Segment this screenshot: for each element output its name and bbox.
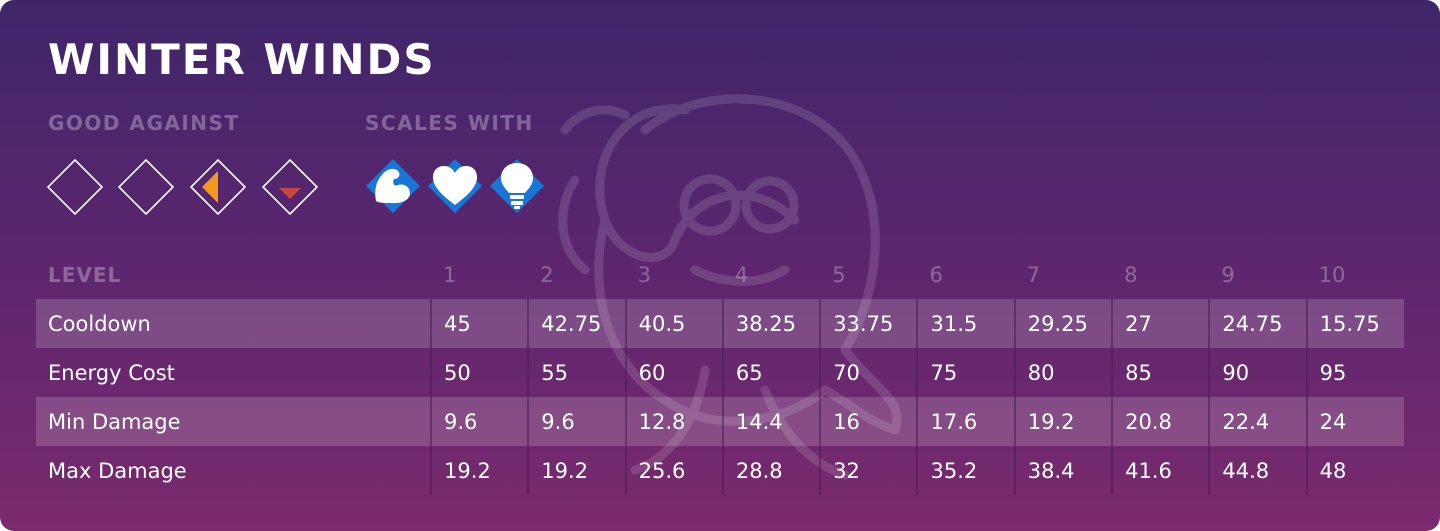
stat-name: Energy Cost: [48, 360, 175, 385]
stat-name: Min Damage: [36, 397, 431, 446]
stat-value: 42.75: [527, 299, 626, 348]
level-number: 10: [1318, 262, 1346, 287]
stat-value: 38.4: [1013, 446, 1113, 495]
stat-value: 44.8: [1208, 446, 1307, 495]
stat-value: 16: [819, 397, 918, 446]
stat-value: 9.6: [429, 397, 529, 446]
stat-value: 55: [527, 348, 626, 397]
stat-value: 27: [1111, 299, 1210, 348]
stat-value: 35.2: [916, 446, 1015, 495]
stat-value: 90: [1208, 348, 1307, 397]
scales-with-label: SCALES WITH: [365, 111, 534, 135]
stat-value: 29.25: [1013, 299, 1113, 348]
level-number: 3: [637, 262, 651, 287]
stat-value: 33.75: [819, 299, 918, 348]
stat-value: 48: [1305, 446, 1404, 495]
stat-value: 24: [1305, 397, 1404, 446]
level-number: 6: [929, 262, 943, 287]
stat-value: 41.6: [1111, 446, 1210, 495]
level-header-label: LEVEL: [48, 262, 122, 287]
empty-diamond-icon: [47, 159, 103, 215]
stat-value: 14.4: [721, 397, 821, 446]
red-corner-diamond-icon: [262, 159, 318, 215]
stat-value: 20.8: [1111, 397, 1210, 446]
level-number: 4: [734, 262, 749, 287]
stat-value: 19.2: [527, 446, 626, 495]
stat-value: 80: [1013, 348, 1113, 397]
table-row-cooldown: Cooldown 45 42.75 40.5 38.25 33.75 31.5 …: [36, 299, 1404, 348]
vitality-heart-icon: [428, 159, 482, 213]
level-number: 5: [832, 262, 846, 287]
stat-value: 25.6: [624, 446, 723, 495]
stat-value: 19.2: [429, 446, 529, 495]
table-row-min-damage: Min Damage 9.6 9.6 12.8 14.4 16 17.6 19.…: [36, 397, 1404, 446]
orange-half-diamond-icon: [190, 159, 246, 215]
level-number: 2: [540, 262, 554, 287]
ability-title: WINTER WINDS: [48, 35, 436, 84]
level-number: 9: [1221, 262, 1235, 287]
table-row-energy-cost: Energy Cost 50 55 60 65 70 75 80 85 90 9…: [36, 348, 1404, 397]
stat-value: 45: [429, 299, 529, 348]
stat-value: 22.4: [1208, 397, 1307, 446]
stat-value: 50: [429, 348, 529, 397]
strength-bicep-icon: [366, 159, 420, 213]
stat-value: 19.2: [1013, 397, 1113, 446]
stat-value: 17.6: [916, 397, 1015, 446]
stat-value: 9.6: [527, 397, 626, 446]
stat-value: 85: [1111, 348, 1210, 397]
stat-value: 12.8: [624, 397, 723, 446]
table-row-max-damage: Max Damage 19.2 19.2 25.6 28.8 32 35.2 3…: [36, 446, 1404, 495]
stat-value: 24.75: [1208, 299, 1307, 348]
stat-value: 15.75: [1305, 299, 1404, 348]
stat-value: 60: [624, 348, 723, 397]
level-number: 1: [443, 262, 457, 287]
table-header-row: LEVEL 1 2 3 4 5 6 7 8 9 10: [36, 250, 1404, 299]
stat-value: 40.5: [624, 299, 723, 348]
stat-value: 65: [721, 348, 821, 397]
level-number: 8: [1124, 262, 1138, 287]
stat-value: 31.5: [916, 299, 1015, 348]
level-number: 7: [1026, 262, 1041, 287]
stat-value: 38.25: [721, 299, 821, 348]
stat-name: Max Damage: [48, 458, 187, 483]
stat-value: 32: [819, 446, 918, 495]
stat-value: 28.8: [721, 446, 821, 495]
level-stats-table: LEVEL 1 2 3 4 5 6 7 8 9 10 Cooldown 45 4…: [36, 250, 1404, 495]
good-against-label: GOOD AGAINST: [48, 111, 240, 135]
stat-value: 95: [1305, 348, 1404, 397]
stat-value: 75: [916, 348, 1015, 397]
intellect-lightbulb-icon: [490, 159, 544, 213]
empty-diamond-icon: [118, 159, 174, 215]
stat-name: Cooldown: [36, 299, 431, 348]
stat-value: 70: [819, 348, 918, 397]
